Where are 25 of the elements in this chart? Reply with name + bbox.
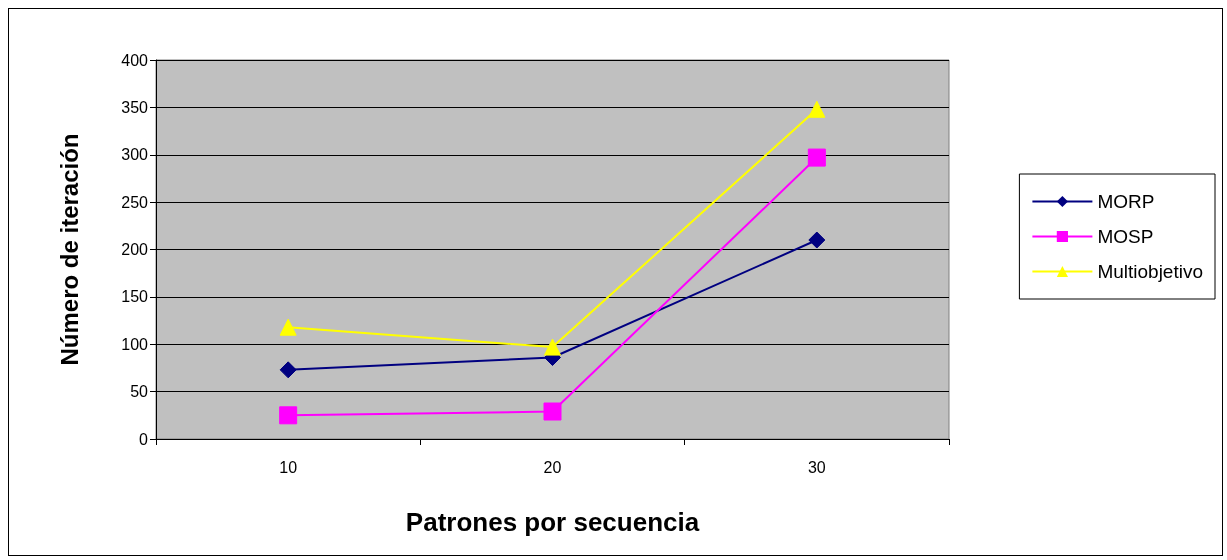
legend-label: Multiobjetivo — [1097, 261, 1204, 282]
x-tick-label: 20 — [543, 458, 562, 476]
y-tick-label: 0 — [139, 430, 149, 448]
point — [808, 231, 826, 249]
point — [808, 100, 826, 118]
point — [279, 406, 298, 425]
y-tick-label: 150 — [121, 288, 149, 306]
y-tick-label: 100 — [121, 335, 149, 353]
y-tick-label: 300 — [121, 146, 149, 164]
y-tick-label: 200 — [121, 241, 149, 258]
y-axis-title: Número de iteración — [55, 133, 83, 366]
y-tick-label: 250 — [121, 193, 149, 211]
point — [279, 361, 297, 379]
point — [543, 402, 562, 421]
x-tick-label: 10 — [279, 458, 298, 476]
legend-label: MORP — [1097, 191, 1155, 212]
point — [279, 318, 297, 336]
x-tick-label: 30 — [807, 458, 826, 476]
point — [544, 338, 561, 356]
y-tick-label: 400 — [121, 51, 149, 69]
y-tick-label: 350 — [121, 98, 149, 116]
x-axis-title: Patrones por secuencia — [405, 507, 700, 537]
legend-label: MOSP — [1097, 226, 1154, 247]
point — [807, 148, 826, 167]
y-tick-label: 50 — [130, 383, 149, 401]
